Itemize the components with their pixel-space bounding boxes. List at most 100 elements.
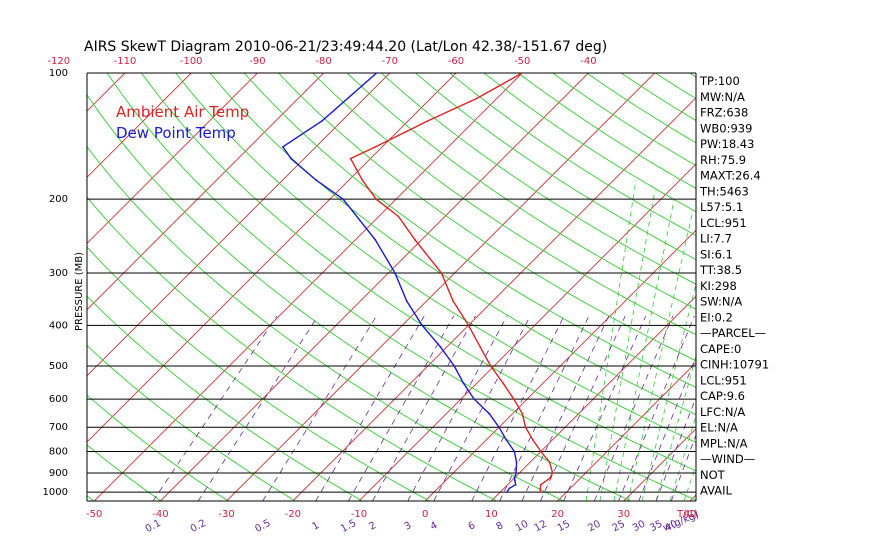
y-tick-label: 200 — [49, 194, 68, 205]
dry-adiabat-line — [483, 73, 696, 213]
profile-point — [524, 426, 527, 429]
profile-point — [349, 157, 352, 160]
profile-point — [515, 461, 518, 464]
index-label: CINH:10791 — [700, 358, 769, 372]
profile-point — [414, 238, 416, 241]
isobar-lines — [86, 72, 697, 502]
dry-adiabat-line — [175, 73, 696, 443]
index-label: MW:N/A — [700, 90, 745, 104]
top-temp-tick-label: -80 — [315, 56, 331, 67]
profile-point — [479, 345, 481, 348]
mixing-ratio-line — [471, 315, 565, 501]
top-temp-tick-label: -50 — [514, 56, 530, 67]
moist-adiabat-line — [599, 189, 656, 501]
dry-adiabat-line — [87, 246, 430, 501]
profile-point — [375, 198, 378, 201]
mixing-ratio-line — [152, 315, 278, 501]
mixing-ratio-line — [372, 315, 476, 501]
top-temp-tick-label: -60 — [448, 56, 464, 67]
profile-point — [342, 198, 344, 201]
dry-adiabat-line — [209, 73, 696, 416]
dry-adiabat-line — [141, 73, 696, 472]
bottom-temp-tick-label: 10 — [485, 509, 498, 520]
top-temp-tick-label: -90 — [249, 56, 265, 67]
bottom-temp-tick-label: 30 — [617, 509, 630, 520]
profile-point — [427, 119, 429, 122]
mixing-ratio-tick-label: 25 — [611, 519, 627, 535]
dry-adiabat-line — [518, 73, 696, 189]
isotherm-line — [491, 295, 696, 501]
y-tick-label: 300 — [49, 268, 68, 279]
isotherm-line — [557, 361, 696, 501]
mixing-ratio-line — [618, 315, 695, 501]
index-label: MPL:N/A — [700, 436, 748, 450]
profile-point — [551, 472, 554, 474]
y-tick-label: 700 — [49, 422, 68, 433]
profile-point — [394, 272, 396, 274]
bottom-temp-tick-label: 0 — [422, 509, 428, 520]
profile-point — [540, 450, 542, 453]
profile-point — [505, 438, 508, 441]
profile-point — [467, 324, 470, 327]
index-label: —WIND— — [700, 452, 755, 466]
y-tick-label: 400 — [49, 320, 68, 331]
profile-point — [508, 487, 511, 490]
profile-point — [498, 426, 500, 429]
profile-point — [531, 438, 534, 441]
dry-adiabat-line — [87, 145, 564, 501]
profile-point — [453, 365, 456, 367]
moist-adiabat-line — [613, 199, 675, 501]
mixing-ratio-line — [315, 315, 425, 501]
isotherm-line — [623, 428, 696, 501]
profile-lines — [281, 73, 554, 493]
y-tick-label: 500 — [49, 361, 68, 372]
dry-adiabat-line — [87, 94, 632, 501]
index-label: CAP:9.6 — [700, 389, 745, 403]
moist-adiabat-line — [655, 354, 696, 501]
profile-point — [473, 398, 475, 400]
index-label: EL:N/A — [700, 421, 738, 435]
profile-point — [374, 145, 377, 148]
bottom-temp-tick-label: -40 — [152, 509, 168, 520]
isotherm-line — [87, 73, 457, 443]
index-label: MAXT:26.4 — [700, 169, 761, 183]
mixing-ratio-line — [433, 315, 531, 501]
profile-point — [514, 483, 517, 486]
profile-point — [476, 97, 478, 100]
top-temp-tick-label: -120 — [47, 56, 70, 67]
mixing-ratio-tick-label: 3 — [403, 520, 414, 533]
dry-adiabat-line — [312, 73, 696, 336]
profile-point — [512, 398, 515, 400]
isotherm-line — [87, 73, 192, 178]
mixing-ratio-line — [407, 315, 508, 501]
profile-point — [521, 73, 524, 74]
profile-point — [548, 461, 551, 464]
y-tick-label: 900 — [49, 468, 68, 479]
x-axis-label-temp: T(C) — [676, 509, 698, 520]
index-label: TH:5463 — [699, 184, 749, 198]
profile-point — [549, 477, 552, 479]
isotherm-line — [160, 73, 589, 501]
index-label: WB0:939 — [700, 121, 752, 135]
profile-point — [521, 412, 524, 415]
y-tick-label: 800 — [49, 447, 68, 458]
mixing-ratio-line — [197, 315, 319, 501]
profile-point — [374, 238, 377, 241]
profile-point — [439, 345, 442, 348]
profile-point — [513, 450, 516, 453]
dry-adiabat-line — [243, 73, 696, 388]
profile-point — [421, 324, 423, 327]
mixing-ratio-tick-label: 40 — [663, 519, 679, 535]
skewt-grid — [87, 73, 696, 501]
index-label: PW:18.43 — [700, 137, 754, 151]
ambient-air-temp-line — [349, 73, 554, 493]
dry-adiabat-line — [415, 73, 696, 261]
mixing-ratio-tick-label: 35 — [648, 519, 664, 535]
profile-point — [513, 477, 516, 479]
profile-point — [515, 472, 517, 474]
isotherm-line — [87, 73, 258, 245]
bottom-temp-tick-label: -20 — [285, 509, 301, 520]
mixing-ratio-line — [563, 315, 647, 501]
